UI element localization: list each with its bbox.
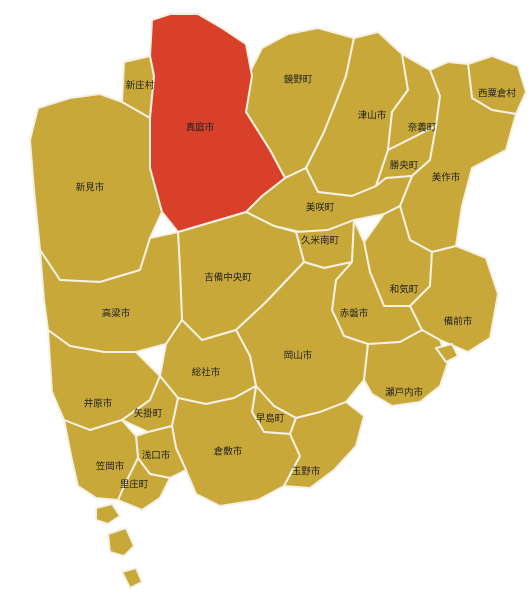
label-niimi: 新見市 — [76, 182, 105, 194]
label-kibichuo: 吉備中央町 — [204, 272, 252, 284]
label-kumenan: 久米南町 — [301, 235, 340, 247]
label-misaki: 美咲町 — [306, 202, 335, 214]
label-kurashiki: 倉敷市 — [214, 446, 243, 458]
label-akaiwa: 赤磐市 — [340, 308, 369, 320]
label-mimasaka: 美作市 — [432, 172, 461, 184]
label-nagi: 奈義町 — [408, 122, 437, 134]
island-setouchi — [435, 343, 459, 363]
region-maniwa[interactable] — [149, 13, 286, 233]
label-kasaoka: 笠岡市 — [96, 461, 125, 473]
label-tamano: 玉野市 — [292, 466, 321, 478]
label-tsuyama: 津山市 — [358, 110, 387, 122]
label-yakage: 矢掛町 — [134, 408, 163, 420]
label-hayashima: 早島町 — [256, 413, 285, 425]
label-shinjo: 新庄村 — [126, 80, 155, 92]
label-ibara: 井原市 — [84, 398, 113, 410]
region-bizen[interactable] — [409, 245, 499, 353]
label-satosho: 里庄町 — [120, 479, 149, 491]
label-soja: 総社市 — [192, 367, 221, 379]
island-kasaoka-2 — [107, 527, 135, 557]
region-tamano[interactable] — [283, 401, 365, 489]
region-satosho[interactable] — [117, 457, 171, 511]
island-kasaoka-3 — [121, 567, 143, 589]
region-setouchi[interactable] — [363, 329, 449, 407]
island-kasaoka-1 — [95, 503, 121, 525]
label-bizen: 備前市 — [444, 316, 473, 328]
label-shoo: 勝央町 — [390, 160, 419, 172]
label-okayama: 岡山市 — [284, 350, 313, 362]
label-maniwa: 真庭市 — [186, 122, 215, 134]
label-nishiawakura: 西粟倉村 — [478, 88, 517, 100]
label-kagamino: 鏡野町 — [284, 74, 313, 86]
label-setouchi: 瀬戸内市 — [385, 387, 424, 399]
label-wake: 和気町 — [390, 284, 419, 296]
label-asakuchi: 浅口市 — [142, 450, 171, 462]
label-takahashi: 高梁市 — [102, 308, 131, 320]
